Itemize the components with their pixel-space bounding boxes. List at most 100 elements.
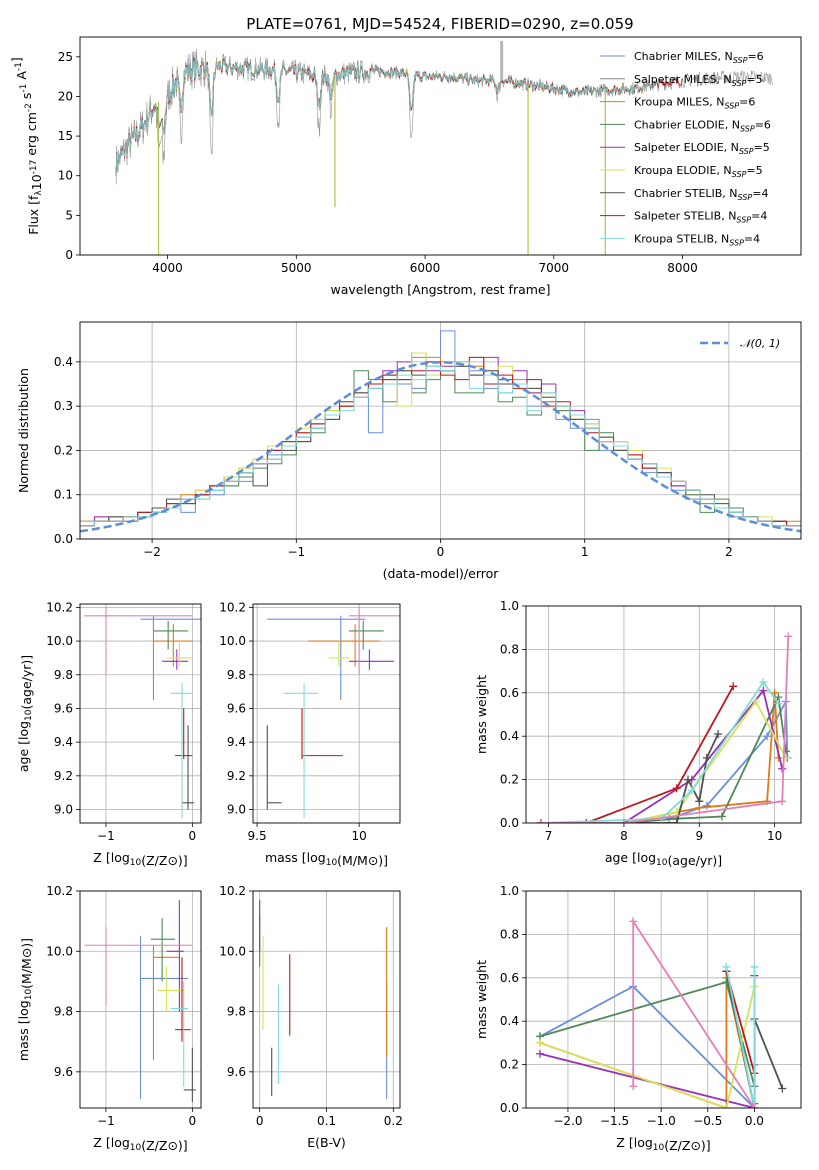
label-part: log [634,1135,653,1150]
legend-label-main: Chabrier STELIB, N [634,187,738,200]
weight-vs-age-ytick-label: 1.0 [500,599,519,613]
label-part: Normed distribution [16,368,31,493]
weight-vs-age-ylabel: mass weight [474,675,489,754]
spectrum-xtick-label: 8000 [667,261,698,275]
legend-label-n: =6 [739,96,755,109]
mass-vs-ebv-ytick-label: 10.0 [219,944,246,958]
weight-line [541,680,780,823]
weight-marker [714,730,723,739]
weight-vs-Z-ytick-label: 1.0 [500,884,519,898]
weight-line [539,975,756,1108]
age-vs-Z-points [84,607,201,818]
mass-vs-ebv-ytick-label: 10.2 [219,884,246,898]
weight-marker [537,819,546,823]
label-sub: 10 [24,709,34,721]
legend-label-main: Chabrier MILES, N [634,50,733,63]
label-part: -17 [29,160,39,175]
residuals-ytick-label: 0.1 [54,488,73,502]
mass-vs-ebv-axes: 0 0.1 0.2 9.6 9.8 10.0 10.2 [219,884,403,1128]
residuals-xtick-label: −1 [287,545,305,559]
legend-label: Chabrier STELIB, NSSP=4 [634,187,768,202]
weight-vs-Z-xtick-label: −2.0 [553,1114,582,1128]
spectrum-lines [115,40,773,255]
age-vs-Z-ytick-label: 9.2 [54,769,73,783]
legend-label-sub: SSP [739,147,754,156]
label-part: ] [9,57,24,62]
age-vs-mass-axes: 9.5 10 9.0 9.2 9.4 9.6 9.8 10.0 10.2 [219,600,400,843]
legend-label-sub: SSP [738,193,753,202]
age-vs-Z-ytick-label: 10.0 [46,634,73,648]
spectrum-ytick-label: 15 [58,129,73,143]
label-part: (Z/Z⊙)] [141,1138,187,1153]
weight-marker [750,1104,759,1108]
label-part: (Z/Z⊙)] [141,853,187,868]
weight-marker [702,753,711,762]
label-part: 10 [29,174,44,190]
weight-marker [759,677,768,686]
age-vs-mass-xlabel: mass [log10(M/M⊙)] [265,850,388,868]
mass-vs-Z-ytick-label: 10.2 [46,884,73,898]
mass-vs-Z-points [84,900,196,1102]
spectrum-model-line [115,58,658,177]
age-vs-Z-ytick-label: 9.8 [54,668,73,682]
legend-label-n: =5 [746,164,762,177]
mass-vs-ebv-frame [252,890,401,1109]
weight-marker [729,682,738,691]
label-part: Z [ [93,850,110,865]
age-vs-mass-xtick-label: 10 [352,829,367,843]
residuals-ytick-label: 0.3 [54,399,73,413]
mass-vs-ebv-ytick-label: 9.8 [227,1005,246,1019]
weight-marker [582,819,591,823]
legend-label: Salpeter STELIB, NSSP=4 [634,210,767,225]
age-vs-mass-frame [252,603,401,824]
legend-label-n: =4 [751,210,767,223]
mass-vs-ebv-xtick-label: 0.1 [317,1114,336,1128]
weight-marker [535,1049,544,1058]
weight-marker [702,801,711,810]
age-vs-Z-ytick-label: 10.2 [46,600,73,614]
weight-vs-Z-xtick-label: −0.5 [693,1114,722,1128]
mass-vs-ebv-xtick-label: 0.2 [384,1114,403,1128]
legend-label-n: =4 [752,187,768,200]
label-part: -1 [14,62,24,71]
residual-steps [80,330,801,539]
age-vs-mass-ytick-label: 9.2 [227,769,246,783]
residuals-ytick-label: 0.2 [54,443,73,457]
label-sub: 10 [130,1143,142,1153]
weight-vs-age-xlabel: age [log10(age/yr)] [605,850,722,868]
label-part: Z [ [616,1135,633,1150]
label-part: age [ [16,740,31,772]
legend-label-sub: SSP [729,238,744,247]
age-vs-Z-frame [79,603,202,824]
weight-vs-age-ytick-label: 0.4 [500,729,519,743]
label-sub: 10 [326,858,338,868]
mass-vs-ebv-ytick-label: 9.6 [227,1065,246,1079]
label-part: s [19,93,34,104]
legend-label-sub: SSP [732,170,747,179]
weight-marker [722,1104,731,1108]
legend-label-main: Salpeter STELIB, N [634,210,736,223]
age-vs-mass-points [266,607,400,818]
weight-vs-Z-lines [535,917,787,1108]
mass-vs-Z-xlabel: Z [log10(Z/Z⊙)] [93,1135,187,1153]
weight-vs-age-xtick-label: 7 [545,829,553,843]
label-part: (Z/Z⊙)] [664,1138,710,1153]
weight-marker [784,632,793,641]
mass-vs-Z-ytick-label: 10.0 [46,944,73,958]
age-vs-Z-ytick-label: 9.6 [54,701,73,715]
mass-vs-Z-ytick-label: 9.8 [54,1005,73,1019]
residuals-ytick-label: 0.4 [54,355,73,369]
weight-marker [695,797,704,806]
spectrum-ytick-label: 25 [58,50,73,64]
weight-vs-Z-xtick-label: −1.5 [600,1114,629,1128]
mass-vs-Z-ytick-label: 9.6 [54,1065,73,1079]
label-part: Flux [f [26,195,41,235]
weight-marker [629,917,638,926]
legend-label: Salpeter ELODIE, NSSP=5 [634,141,770,156]
weight-marker [619,819,628,823]
age-vs-mass-ytick-label: 9.0 [227,803,246,817]
weight-marker [672,784,681,793]
age-vs-mass-ytick-label: 9.8 [227,668,246,682]
